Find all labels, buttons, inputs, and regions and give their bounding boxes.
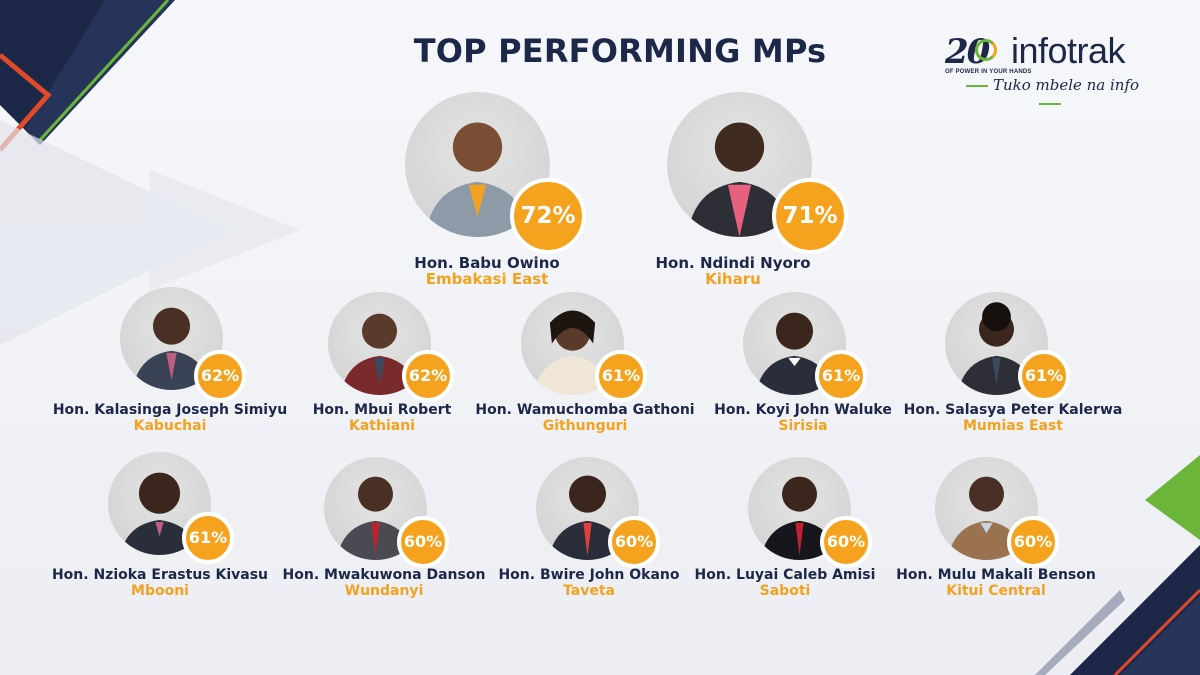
logo-ring-icon	[975, 39, 997, 61]
mp-constituency: Kiharu	[705, 270, 761, 288]
mp-name: Hon. Koyi John Waluke	[714, 402, 892, 418]
score-badge: 61%	[815, 350, 867, 402]
person-silhouette-icon	[548, 475, 627, 560]
mp-photo	[945, 292, 1048, 395]
score-badge: 61%	[1018, 350, 1070, 402]
tagline-row: Tuko mbele na info	[945, 76, 1155, 112]
mp-photo	[748, 457, 851, 560]
person-silhouette-icon	[760, 476, 839, 560]
mp-constituency: Sirisia	[778, 418, 828, 434]
tagline: Tuko mbele na info	[992, 76, 1140, 94]
score-badge: 61%	[595, 350, 647, 402]
mp-name: Hon. Luyai Caleb Amisi	[694, 567, 876, 583]
mp-card: 60% Hon. Luyai Caleb Amisi Saboti	[655, 452, 915, 602]
mp-name: Hon. Babu Owino	[414, 254, 560, 272]
infotrak-logo: 20 infotrak OF POWER IN YOUR HANDS Tuko …	[945, 30, 1155, 105]
mp-card: 61% Hon. Koyi John Waluke Sirisia	[673, 287, 933, 437]
person-silhouette-icon	[340, 313, 419, 395]
mp-constituency: Kitui Central	[946, 583, 1046, 599]
mp-photo	[405, 92, 550, 237]
mp-constituency: Saboti	[759, 583, 811, 599]
person-silhouette-icon	[336, 476, 415, 560]
mp-card: 61% Hon. Nzioka Erastus Kivasu Mbooni	[30, 452, 290, 602]
person-silhouette-icon	[755, 312, 834, 395]
mp-constituency: Kathiani	[349, 418, 415, 434]
mp-card: 60% Hon. Mulu Makali Benson Kitui Centra…	[866, 452, 1126, 602]
score-badge: 62%	[194, 350, 246, 402]
score-badge: 60%	[397, 516, 449, 568]
mp-name: Hon. Wamuchomba Gathoni	[475, 402, 695, 418]
brand-name: infotrak	[1011, 30, 1126, 71]
mp-name: Hon. Kalasinga Joseph Simiyu	[52, 402, 288, 418]
mp-card: 62% Hon. Mbui Robert Kathiani	[252, 287, 512, 437]
mp-name: Hon. Nzioka Erastus Kivasu	[51, 567, 269, 583]
mp-name: Hon. Mbui Robert	[312, 402, 452, 418]
score-badge: 71%	[772, 178, 848, 254]
mp-constituency: Taveta	[563, 583, 615, 599]
mp-constituency: Githunguri	[542, 418, 628, 434]
mp-card: 60% Hon. Bwire John Okano Taveta	[459, 452, 719, 602]
mp-photo	[667, 92, 812, 237]
person-silhouette-icon	[425, 122, 530, 237]
mp-constituency: Mumias East	[963, 418, 1063, 434]
mp-constituency: Mbooni	[131, 583, 189, 599]
person-silhouette-icon	[533, 310, 612, 395]
mp-name: Hon. Bwire John Okano	[498, 567, 680, 583]
score-badge: 61%	[182, 512, 234, 564]
score-badge: 60%	[608, 516, 660, 568]
mp-card: 61% Hon. Salasya Peter Kalerwa Mumias Ea…	[883, 287, 1143, 437]
person-silhouette-icon	[132, 307, 211, 390]
person-silhouette-icon	[957, 302, 1036, 395]
mp-photo	[935, 457, 1038, 560]
page-title: TOP PERFORMING MPs	[413, 32, 827, 70]
mp-name: Hon. Ndindi Nyoro	[655, 254, 811, 272]
mp-card: 62% Hon. Kalasinga Joseph Simiyu Kabucha…	[40, 287, 300, 437]
score-badge: 60%	[1007, 516, 1059, 568]
mp-constituency: Embakasi East	[425, 270, 549, 288]
mp-photo	[324, 457, 427, 560]
mp-name: Hon. Salasya Peter Kalerwa	[903, 402, 1123, 418]
person-silhouette-icon	[120, 472, 199, 555]
mp-card: 61% Hon. Wamuchomba Gathoni Githunguri	[455, 287, 715, 437]
mp-name: Hon. Mulu Makali Benson	[896, 567, 1096, 583]
person-silhouette-icon	[947, 476, 1026, 560]
score-badge: 62%	[402, 350, 454, 402]
mp-name: Hon. Mwakuwona Danson	[282, 567, 486, 583]
logo-small-text: OF POWER IN YOUR HANDS	[945, 69, 1032, 75]
mp-constituency: Wundanyi	[344, 583, 424, 599]
mp-card: 60% Hon. Mwakuwona Danson Wundanyi	[254, 452, 514, 602]
person-silhouette-icon	[687, 122, 792, 237]
score-badge: 60%	[820, 516, 872, 568]
mp-constituency: Kabuchai	[133, 418, 207, 434]
mp-card: 71% Hon. Ndindi Nyoro Kiharu	[603, 92, 863, 292]
score-badge: 72%	[510, 178, 586, 254]
mp-card: 72% Hon. Babu Owino Embakasi East	[357, 92, 617, 292]
